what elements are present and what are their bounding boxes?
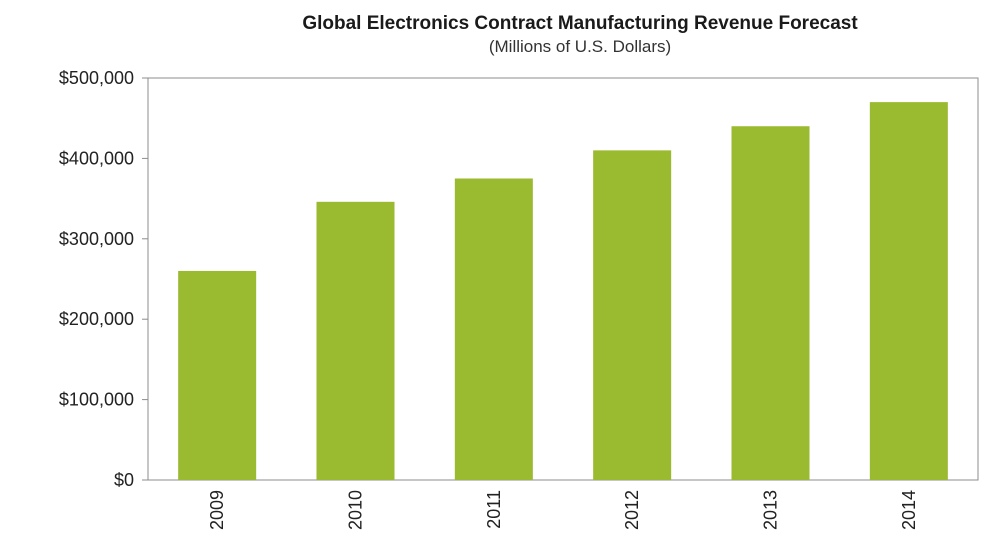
y-tick-label: $100,000	[59, 390, 134, 410]
bar-2009	[178, 270, 257, 480]
y-tick-label: $300,000	[59, 229, 134, 249]
x-axis: 2009 2010 2011 2012 2013 2014	[207, 490, 919, 530]
y-axis: $0 $100,000 $200,000 $300,000 $400,000 $500,0…	[59, 68, 148, 490]
bar-2014	[869, 102, 948, 481]
x-tick-label: 2014	[899, 490, 919, 530]
x-tick-label: 2010	[346, 490, 366, 530]
bar-2013	[731, 126, 810, 481]
bar-2011	[454, 178, 533, 480]
x-tick-label: 2009	[207, 490, 227, 530]
y-tick-label: $400,000	[59, 148, 134, 168]
plot-area-frame	[147, 77, 979, 481]
x-tick-label: 2011	[484, 490, 504, 529]
y-tick-label: $200,000	[59, 309, 134, 329]
chart-subtitle: (Millions of U.S. Dollars)	[488, 37, 672, 56]
bar-2012	[593, 150, 672, 481]
x-tick-label: 2013	[761, 490, 781, 530]
y-tick-label: $0	[114, 470, 134, 490]
chart-title: Global Electronics Contract Manufacturin…	[302, 13, 858, 34]
y-tick-label: $500,000	[59, 68, 134, 88]
bars	[178, 102, 948, 481]
x-tick-label: 2012	[622, 490, 642, 530]
bar-2010	[316, 201, 395, 481]
